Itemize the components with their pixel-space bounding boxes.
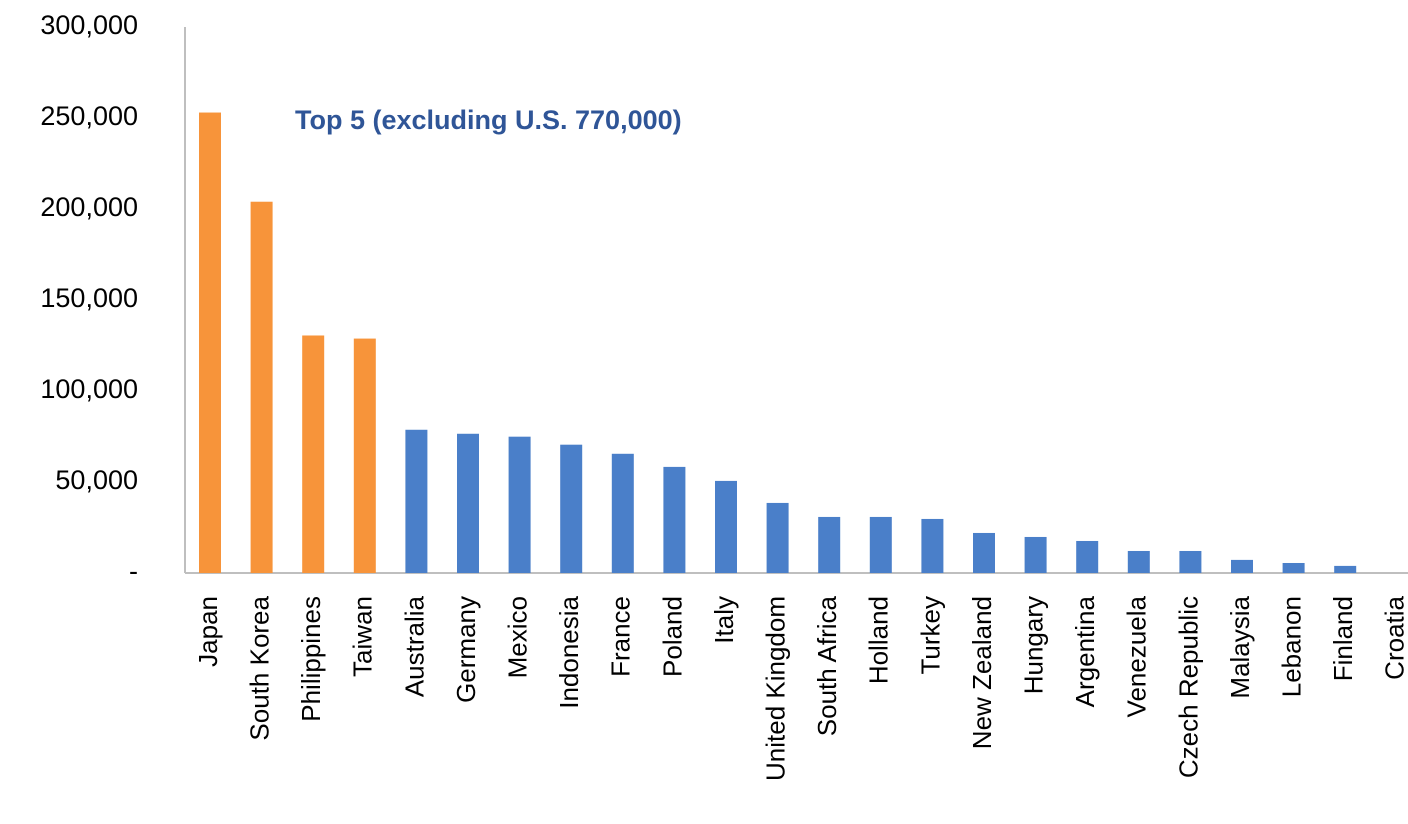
x-tick-label: Lebanon (1276, 596, 1306, 697)
x-tick-label: United Kingdom (760, 596, 790, 781)
x-tick-label: South Africa (812, 595, 842, 736)
x-tick-label: Australia (399, 595, 429, 697)
x-tick-label: Argentina (1070, 595, 1100, 707)
x-tick-label: New Zealand (967, 596, 997, 749)
x-tick-label: Finland (1328, 596, 1358, 681)
y-tick-label: 200,000 (40, 192, 138, 222)
bar (302, 335, 325, 573)
y-tick-label: 250,000 (40, 101, 138, 131)
bar (457, 433, 479, 573)
x-tick-label: Hungary (1018, 596, 1048, 694)
bar (405, 429, 428, 573)
bar (1076, 540, 1099, 573)
bar (663, 466, 686, 573)
x-tick-label: Mexico (502, 596, 532, 678)
x-tick-label: Germany (451, 596, 481, 703)
bar (973, 532, 995, 573)
bar (353, 338, 376, 573)
bar (1231, 559, 1253, 573)
x-tick-label: South Korea (244, 595, 274, 740)
x-tick-label: Czech Republic (1173, 596, 1203, 778)
x-tick-label: Turkey (915, 596, 945, 675)
bar (921, 518, 944, 573)
y-tick-label: 300,000 (40, 10, 138, 40)
x-tick-label: Taiwan (348, 596, 378, 677)
bar (250, 201, 273, 573)
x-tick-label: Japan (193, 596, 223, 667)
y-tick-label: 100,000 (40, 374, 138, 404)
bar (199, 112, 221, 573)
x-tick-label: Holland (864, 596, 894, 684)
x-tick-label: Italy (709, 596, 739, 644)
bar (818, 516, 841, 573)
bar (1334, 565, 1357, 573)
bar (869, 516, 892, 573)
bar (1127, 550, 1150, 573)
bar (1179, 550, 1202, 573)
bar (766, 502, 789, 573)
bar (560, 444, 583, 573)
bar (1282, 562, 1305, 573)
bar (611, 453, 634, 573)
x-tick-label: Philippines (296, 596, 326, 722)
y-tick-label: 150,000 (40, 283, 138, 313)
bar (715, 480, 737, 573)
x-tick-label: Poland (657, 596, 687, 677)
bar (1024, 536, 1047, 573)
bar (508, 436, 531, 573)
x-tick-label: Croatia (1380, 595, 1408, 679)
y-tick-label: - (129, 556, 138, 586)
x-tick-label: Malaysia (1225, 595, 1255, 698)
annotation: Top 5 (excluding U.S. 770,000) (295, 105, 682, 135)
y-tick-label: 50,000 (55, 465, 138, 495)
x-tick-label: Indonesia (554, 595, 584, 708)
x-tick-label: Venezuela (1122, 595, 1152, 717)
x-tick-label: France (606, 596, 636, 677)
